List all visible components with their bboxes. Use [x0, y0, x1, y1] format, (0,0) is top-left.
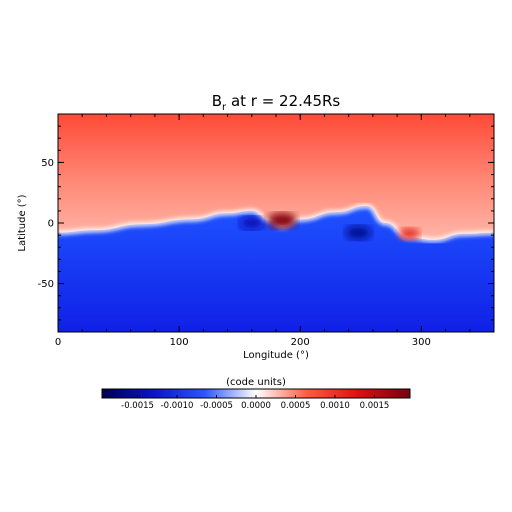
- x-tick-label: 100: [170, 337, 189, 348]
- colorbar-tick-label: -0.0015: [121, 401, 154, 411]
- y-tick-label: -50: [38, 279, 54, 290]
- heatmap-plot-area: 0 100 200 300 -50 0 50: [38, 113, 495, 348]
- x-tick-label: 200: [291, 337, 310, 348]
- y-tick-label: 0: [48, 219, 54, 230]
- title-subscript: r: [222, 102, 227, 113]
- title-rest: at r = 22.45Rs: [226, 92, 340, 110]
- y-tick-label: 50: [41, 158, 54, 169]
- colorbar-label: (code units): [226, 377, 286, 388]
- x-axis-label: Longitude (°): [243, 350, 309, 361]
- field-feature-2: [239, 216, 264, 230]
- title-main: B: [212, 92, 222, 110]
- colorbar-tick-label: -0.0005: [200, 401, 233, 411]
- colorbar-tick-label: -0.0010: [161, 401, 194, 411]
- colorbar-tick-label: 0.0015: [360, 401, 390, 411]
- chart-title: Br at r = 22.45Rs: [212, 92, 341, 113]
- x-tick-label: 300: [412, 337, 431, 348]
- field-feature-4: [398, 228, 420, 240]
- positive-region: [58, 114, 494, 240]
- y-axis-label: Latitude (°): [17, 194, 28, 251]
- field-feature-1: [267, 212, 297, 229]
- colorbar-tick-label: 0.0005: [281, 401, 311, 411]
- field-feature-3: [345, 225, 372, 240]
- x-tick-label: 0: [55, 337, 61, 348]
- colorbar-tick-label: 0.0010: [320, 401, 350, 411]
- colorbar-tick-label: 0.0000: [241, 401, 271, 411]
